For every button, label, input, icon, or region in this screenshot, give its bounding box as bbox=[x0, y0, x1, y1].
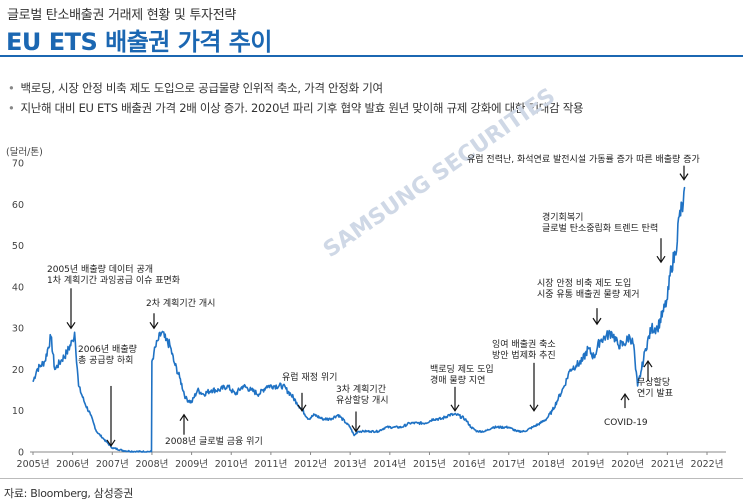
x-tick-label: 2011년 bbox=[254, 459, 287, 470]
arrow-head-icon bbox=[297, 404, 307, 412]
y-axis: 0 10 20 30 40 50 60 70 bbox=[12, 159, 24, 459]
footer-divider bbox=[0, 478, 743, 479]
y-tick-label: 70 bbox=[12, 159, 24, 170]
arrow-head-icon bbox=[66, 321, 76, 330]
x-tick-label: 2020년 bbox=[611, 459, 644, 470]
annotation-label: 유럽 재정 위기 bbox=[282, 372, 337, 383]
bullet-text: 지난해 대비 EU ETS 배출권 가격 2배 이상 증가. 2020년 파리 … bbox=[20, 101, 584, 115]
annotation-label: 연기 발표 bbox=[637, 388, 673, 399]
annotation-label: 유상할당 개시 bbox=[336, 395, 389, 406]
bullet-item: • 지난해 대비 EU ETS 배출권 가격 2배 이상 증가. 2020년 파리… bbox=[8, 98, 584, 118]
y-tick-label: 20 bbox=[12, 365, 24, 376]
summary-bullets: • 백로딩, 시장 안정 비축 제도 도입으로 공급물량 인위적 축소, 가격 안… bbox=[8, 78, 584, 118]
annotation-label: 2005년 배출량 데이터 공개 bbox=[47, 263, 153, 275]
bullet-dot-icon: • bbox=[8, 101, 15, 115]
price-chart: SAMSUNG SECURITIES (달러/톤) 0 10 20 30 40 50 60 7… bbox=[6, 84, 726, 470]
annotation-label: 2006년 배출량 bbox=[78, 343, 137, 355]
x-axis: 2005년 2006년 2007년 2008년 2009년 2010년 2011년 2012년… bbox=[17, 452, 724, 470]
arrow-head-icon bbox=[656, 255, 666, 264]
arrow-head-icon bbox=[351, 425, 361, 433]
arrow-head-icon bbox=[679, 173, 689, 181]
y-tick-label: 0 bbox=[18, 448, 24, 459]
annotation-label: 시장 안정 비축 제도 도입 bbox=[537, 277, 631, 289]
x-tick-label: 2016년 bbox=[453, 459, 486, 470]
x-tick-label: 2007년 bbox=[96, 459, 129, 470]
x-tick-label: 2013년 bbox=[334, 459, 367, 470]
annotation-label: 방안 법제화 추진 bbox=[492, 350, 556, 361]
arrow-head-icon bbox=[529, 404, 539, 412]
y-tick-label: 30 bbox=[12, 324, 24, 335]
y-tick-label: 60 bbox=[12, 200, 24, 211]
arrow-head-icon bbox=[179, 413, 189, 422]
arrow-head-icon bbox=[450, 404, 460, 412]
annotation-label: 경기회복기 bbox=[542, 211, 583, 223]
annotation-label: 2차 계획기간 개시 bbox=[146, 297, 215, 309]
y-tick-label: 50 bbox=[12, 241, 24, 252]
x-tick-label: 2018년 bbox=[532, 459, 565, 470]
arrow-head-icon bbox=[149, 321, 159, 330]
x-tick-label: 2006년 bbox=[56, 459, 89, 470]
annotation-label: 시중 유통 배출권 물량 제거 bbox=[537, 288, 640, 300]
arrow-head-icon bbox=[620, 392, 630, 401]
annotation-label: 잉여 배출권 축소 bbox=[492, 338, 556, 350]
x-tick-label: 2005년 bbox=[17, 459, 50, 470]
annotation-label: 3차 계획기간 bbox=[336, 383, 386, 395]
bullet-dot-icon: • bbox=[8, 81, 15, 95]
source-note: 자료: Bloomberg, 삼성증권 bbox=[4, 487, 134, 500]
annotation-label: 2008년 글로벌 금융 위기 bbox=[165, 436, 263, 447]
report-category: 글로벌 탄소배출권 거래제 현황 및 투자전략 bbox=[7, 8, 237, 23]
y-tick-label: 10 bbox=[12, 406, 24, 417]
bullet-item: • 백로딩, 시장 안정 비축 제도 도입으로 공급물량 인위적 축소, 가격 안… bbox=[8, 78, 583, 98]
annotation-label: 1차 계획기간 과잉공급 이슈 표면화 bbox=[47, 274, 180, 286]
x-tick-label: 2014년 bbox=[373, 459, 406, 470]
x-tick-label: 2009년 bbox=[175, 459, 208, 470]
x-tick-label: 2015년 bbox=[413, 459, 446, 470]
annotation-label: 유럽 전력난, 화석연료 발전시설 가동률 증가 따른 배출량 증가 bbox=[467, 153, 700, 165]
x-tick-label: 2017년 bbox=[492, 459, 525, 470]
arrow-head-icon bbox=[106, 439, 116, 448]
annotation-label: 경매 물량 지연 bbox=[430, 374, 485, 386]
bullet-text: 백로딩, 시장 안정 비축 제도 도입으로 공급물량 인위적 축소, 가격 안정… bbox=[20, 81, 383, 95]
series-line-eu-ets-price bbox=[32, 186, 686, 453]
x-tick-label: 2012년 bbox=[294, 459, 327, 470]
annotation-label: 총 공급량 하회 bbox=[78, 354, 133, 366]
arrow-head-icon bbox=[643, 359, 653, 368]
page-title: EU ETS 배출권 가격 추이 bbox=[6, 28, 272, 56]
annotation-label: 무상할당 bbox=[637, 377, 670, 388]
arrow-head-icon bbox=[592, 317, 602, 326]
x-tick-label: 2008년 bbox=[135, 459, 168, 470]
y-tick-label: 40 bbox=[12, 282, 24, 293]
annotation-label: 백로딩 제도 도입 bbox=[430, 363, 494, 375]
annotation-label: 글로벌 탄소중립화 트렌드 탄력 bbox=[542, 222, 658, 234]
x-tick-label: 2019년 bbox=[572, 459, 605, 470]
x-tick-label: 2022년 bbox=[691, 459, 724, 470]
watermark: SAMSUNG SECURITIES bbox=[319, 84, 560, 263]
x-tick-label: 2010년 bbox=[215, 459, 248, 470]
x-tick-label: 2021년 bbox=[651, 459, 684, 470]
y-axis-unit: (달러/톤) bbox=[6, 146, 43, 158]
title-divider bbox=[0, 55, 743, 57]
annotation-label: COVID-19 bbox=[604, 418, 648, 428]
